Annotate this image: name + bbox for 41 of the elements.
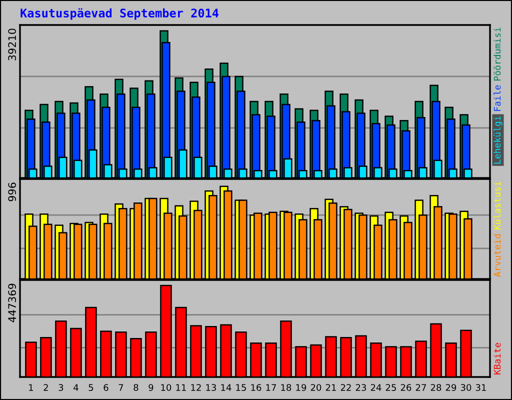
x-tick-label: 1 (29, 384, 33, 391)
x-tick-label: 14 (221, 384, 232, 391)
x-tick-label: 10 (161, 384, 172, 391)
x-tick-label: 2 (44, 384, 48, 391)
x-tick-label: 15 (236, 384, 246, 391)
x-tick-label: 5 (88, 384, 94, 391)
text: Lehekülgi (494, 116, 502, 164)
x-tick-label: 29 (446, 384, 456, 391)
x-tick-label: 28 (430, 384, 442, 391)
x-tick-label: 22 (340, 384, 351, 391)
x-tick-label: 31 (476, 384, 486, 391)
x-tick-label: 16 (251, 384, 262, 391)
x-tick-label: 6 (104, 384, 108, 391)
x-tick-label: 17 (266, 384, 276, 391)
x-tick-label: 13 (206, 384, 216, 391)
x-tick-label: 11 (176, 384, 186, 391)
text: Pöördumisi (494, 28, 501, 80)
x-tick-label: 9 (148, 384, 154, 391)
x-tick-label: 23 (356, 384, 366, 391)
x-tick-label: 12 (191, 384, 201, 391)
text: 996 (8, 182, 16, 202)
x-tick-label: 8 (134, 384, 138, 391)
x-tick-label: 21 (326, 384, 336, 391)
x-tick-label: 3 (58, 384, 64, 391)
x-tick-label: 24 (370, 384, 382, 391)
x-tick-label: 30 (460, 384, 472, 391)
chart-title: Kasutuspäevad September 2014 (20, 8, 218, 20)
x-tick-label: 20 (310, 384, 322, 391)
text: Külastusi (494, 182, 501, 230)
text: Faile (494, 85, 501, 111)
text: KBaite (494, 342, 501, 374)
x-tick-label: 4 (74, 384, 78, 391)
x-tick-label: 18 (281, 384, 292, 391)
text: 447369 (8, 284, 16, 322)
text: 39210 (8, 28, 16, 60)
x-tick-label: 27 (416, 384, 426, 391)
x-tick-label: 19 (296, 384, 306, 391)
x-tick-label: 7 (118, 384, 124, 391)
x-tick-label: 26 (400, 384, 412, 391)
text: Arvuteid (494, 234, 501, 277)
x-tick-label: 25 (386, 384, 396, 391)
